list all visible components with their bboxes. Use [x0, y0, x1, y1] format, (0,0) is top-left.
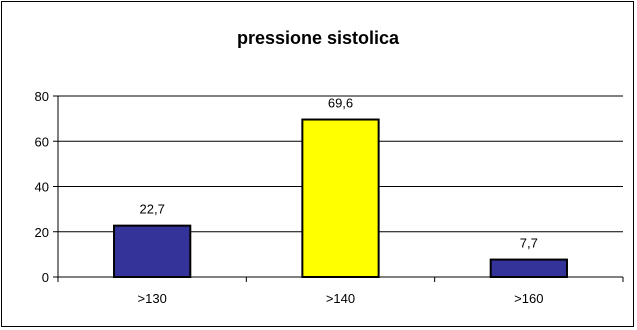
- y-tick-label: 80: [35, 89, 49, 104]
- data-label: 69,6: [328, 96, 353, 111]
- axes: [53, 95, 624, 282]
- data-label: 7,7: [520, 236, 538, 251]
- y-tick-label: 40: [35, 180, 49, 195]
- x-tick-label: >160: [514, 291, 543, 306]
- y-tick-label: 0: [42, 270, 49, 285]
- x-tick-label: >130: [138, 291, 167, 306]
- y-tick-label: 60: [35, 134, 49, 149]
- bars: [113, 118, 568, 278]
- y-tick-label: 20: [35, 225, 49, 240]
- x-tick-label: >140: [326, 291, 355, 306]
- data-label: 22,7: [140, 202, 165, 217]
- chart-title: pressione sistolica: [237, 28, 400, 48]
- labels: 0 20 40 60 80 22,7 >130 69,6 >140 7,7 >160: [35, 89, 544, 306]
- bar: [113, 224, 192, 278]
- bar: [489, 258, 568, 278]
- bar: [301, 118, 380, 278]
